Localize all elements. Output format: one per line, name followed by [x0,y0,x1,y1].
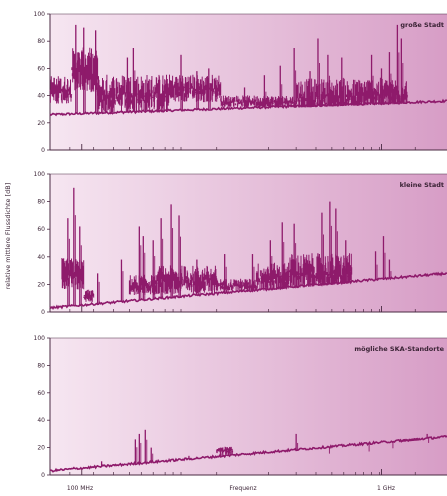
y-tick-label: 20 [37,120,45,127]
signal-band-2 [398,438,420,443]
y-tick-label: 0 [41,147,45,154]
y-tick-label: 60 [37,65,45,72]
panel-label: mögliche SKA-Standorte [354,345,444,353]
baseline-trace [49,434,447,473]
panel-3: 0 20 40 60 80 100 mögliche SKA-Standorte [34,335,447,479]
x-tick-label-1ghz: 1 GHz [377,485,395,492]
y-tick-label: 40 [37,254,45,261]
chart-panels: 0 20 40 60 80 100 große Stadt 0 20 40 60 80 100 klein… [34,11,447,479]
panel-background [50,338,447,475]
panel-1: 0 20 40 60 80 100 große Stadt [34,11,447,154]
x-axis-title: Frequenz [229,485,256,492]
y-tick-label: 0 [41,472,45,479]
y-tick-label: 20 [37,281,45,288]
y-tick-label: 100 [34,171,46,178]
x-tick-label-100mhz: 100 MHz [67,485,93,492]
y-tick-label: 60 [37,390,45,397]
y-axis-title: relative mittlere Flussdichte [dB] [4,183,12,290]
y-tick-label: 0 [41,309,45,316]
y-tick-label: 60 [37,226,45,233]
y-tick-label: 20 [37,445,45,452]
signal-band-1 [49,76,73,104]
y-tick-label: 40 [37,93,45,100]
signal-band-2 [83,289,95,302]
panel-label: kleine Stadt [400,181,444,189]
panel-2: 0 20 40 60 80 100 kleine Stadt [34,171,447,316]
baseline-trace [49,271,447,311]
y-tick-label: 80 [37,199,45,206]
y-tick-label: 40 [37,417,45,424]
panel-label: große Stadt [400,21,444,29]
y-tick-label: 100 [34,335,46,342]
y-tick-label: 80 [37,38,45,45]
signal-band-7 [359,77,408,106]
y-tick-label: 80 [37,362,45,369]
y-tick-label: 100 [34,11,46,18]
